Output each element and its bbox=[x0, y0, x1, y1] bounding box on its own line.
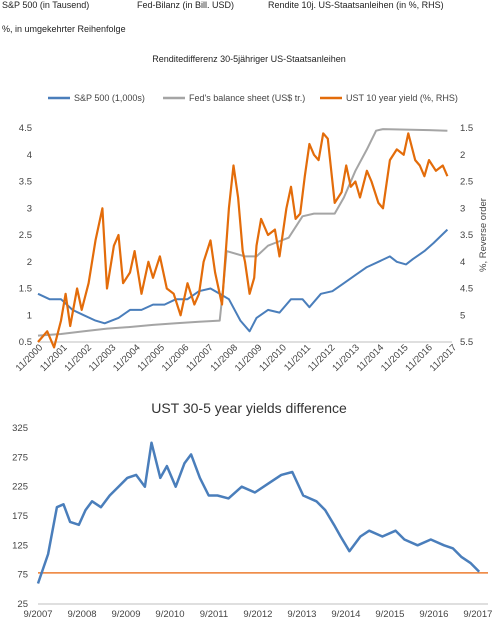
caption-sp500: S&P 500 (in Tausend) bbox=[2, 0, 90, 10]
chart1-series-yield bbox=[37, 132, 449, 349]
chart1-y-left-tick: 2.5 bbox=[19, 230, 32, 241]
chart1-y-right-tick: 3.5 bbox=[460, 230, 473, 241]
chart1-y-right-tick: 5 bbox=[460, 310, 465, 321]
chart2-title: UST 30-5 year yields difference bbox=[151, 400, 347, 416]
chart1-legend-label: S&P 500 (1,000s) bbox=[74, 93, 145, 103]
chart1-y-right-tick: 5.5 bbox=[460, 337, 473, 348]
chart1-y-right-label: %, Reverse order bbox=[478, 198, 489, 272]
chart2-y-tick: 325 bbox=[12, 423, 28, 434]
chart2-x-tick: 9/2008 bbox=[67, 609, 96, 620]
chart1-series-sp500 bbox=[37, 228, 449, 333]
chart1-y-right-tick: 2 bbox=[460, 150, 465, 161]
chart1-series-fed bbox=[37, 128, 448, 337]
chart1-y-left-tick: 0.5 bbox=[19, 337, 32, 348]
chart-ust-30-5-spread: UST 30-5 year yields difference 25 75 125 1… bbox=[12, 400, 492, 620]
chart1-y-left-tick: 3 bbox=[27, 203, 32, 214]
chart1-y-left-tick: 3.5 bbox=[19, 177, 32, 188]
chart1-y-left-tick: 2 bbox=[27, 257, 32, 268]
chart1-y-right-tick: 2.5 bbox=[460, 177, 473, 188]
chart-label: Renditedifferenz 30-5jähriger US-Staatsa… bbox=[152, 54, 346, 64]
chart2-x-tick: 9/2007 bbox=[23, 609, 52, 620]
chart2-y-tick: 175 bbox=[12, 511, 28, 522]
chart2-series-spread bbox=[36, 441, 481, 584]
chart2-x-tick: 9/2010 bbox=[155, 609, 184, 620]
chart1-y-left-tick: 4.5 bbox=[19, 123, 32, 134]
chart1-legend-label: UST 10 year yield (%, RHS) bbox=[346, 93, 458, 103]
chart-sp500-fed-yield: 0.5 1 1.5 2 2.5 3 3.5 4 4.5 1.5 2 2.5 3 3.5 4 4.5 5 5.5%,… bbox=[14, 93, 489, 374]
chart2-y-tick: 25 bbox=[17, 599, 28, 610]
chart1-legend-label: Fed's balance sheet (US$ tr.) bbox=[189, 93, 305, 103]
chart2-x-tick: 9/2011 bbox=[200, 609, 228, 620]
chart1-y-right-tick: 4 bbox=[460, 257, 465, 268]
chart1-y-right-tick: 4.5 bbox=[460, 284, 473, 295]
chart2-x-tick: 9/2017 bbox=[463, 609, 492, 620]
chart1-y-right-tick: 3 bbox=[460, 203, 465, 214]
caption-fed: Fed-Bilanz (in Bill. USD) bbox=[137, 0, 235, 10]
chart2-y-tick: 75 bbox=[17, 570, 28, 581]
chart2-x-tick: 9/2013 bbox=[287, 609, 316, 620]
chart2-x-tick: 9/2012 bbox=[243, 609, 272, 620]
chart2-x-tick: 9/2016 bbox=[419, 609, 448, 620]
chart2-y-tick: 125 bbox=[12, 540, 28, 551]
chart1-y-left-tick: 4 bbox=[27, 150, 32, 161]
caption-yield: Rendite 10j. US-Staatsanleihen (in %, RH… bbox=[268, 0, 444, 10]
chart2-y-tick: 225 bbox=[12, 482, 28, 493]
chart1-y-right-tick: 1.5 bbox=[460, 123, 473, 134]
chart2-x-tick: 9/2009 bbox=[111, 609, 140, 620]
chart2-x-tick: 9/2015 bbox=[375, 609, 404, 620]
chart1-x-tick: 11/2017 bbox=[428, 342, 460, 374]
chart2-x-tick: 9/2014 bbox=[331, 609, 360, 620]
chart1-y-left-tick: 1.5 bbox=[19, 284, 32, 295]
chart2-y-tick: 275 bbox=[12, 452, 28, 463]
caption-reverse-order: %, in umgekehrter Reihenfolge bbox=[2, 24, 126, 34]
chart1-x-tick: 11/2010 bbox=[257, 342, 289, 374]
chart1-y-left-tick: 1 bbox=[27, 310, 32, 321]
